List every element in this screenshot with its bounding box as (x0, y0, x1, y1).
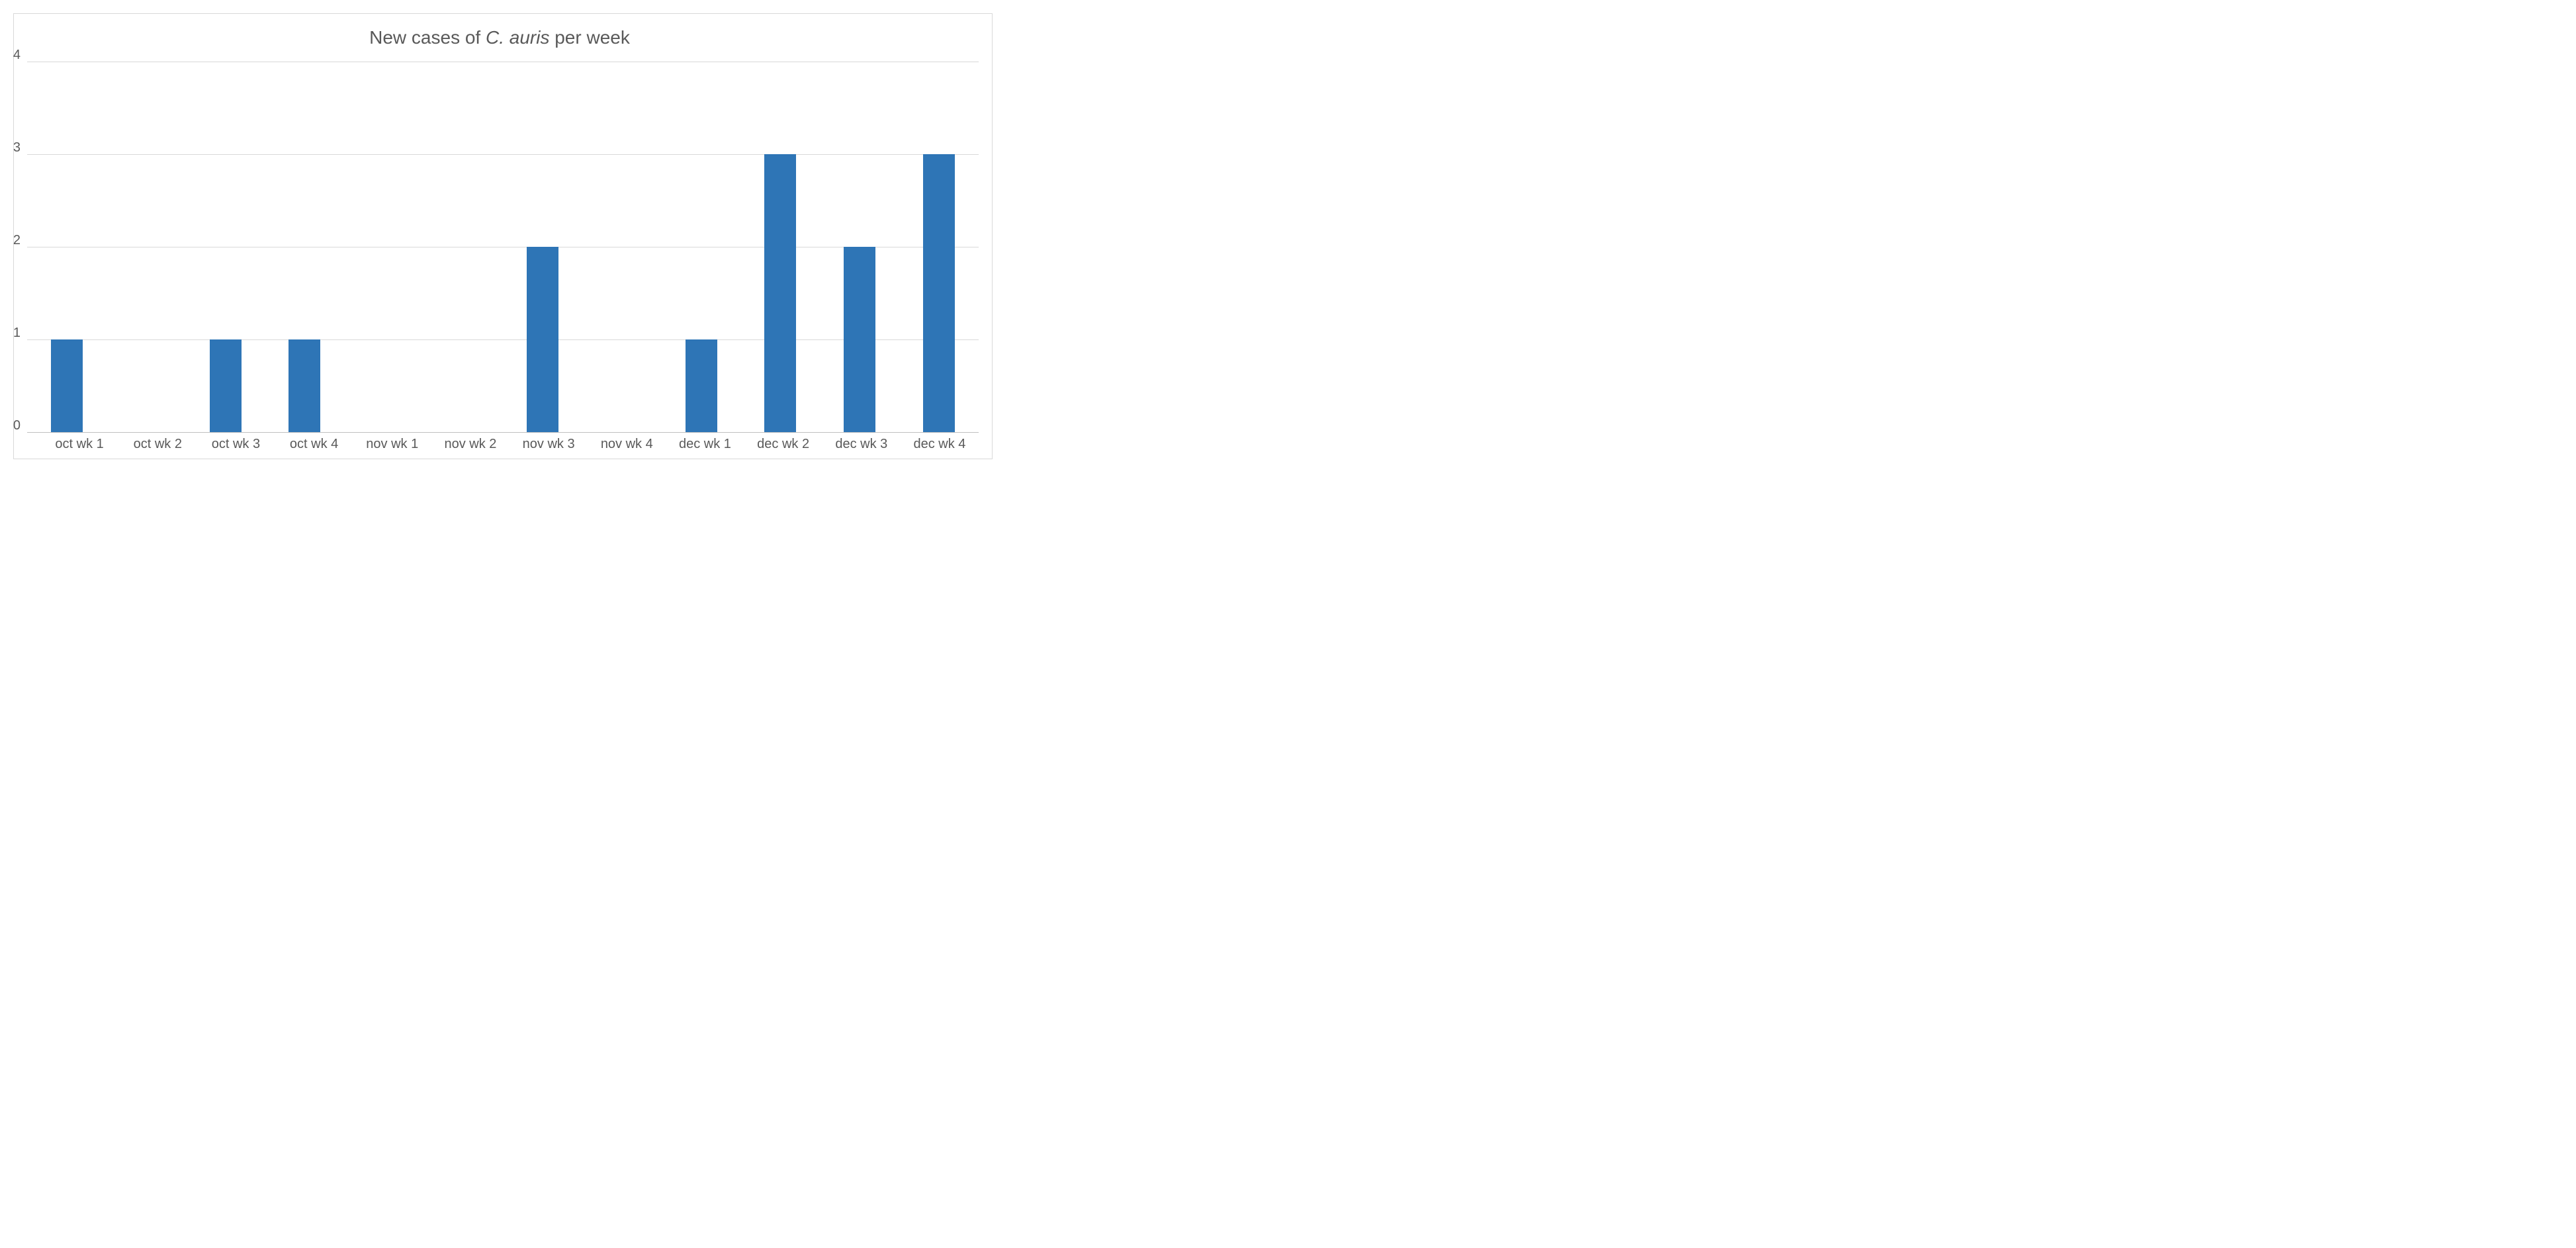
title-prefix: New cases of (369, 27, 486, 48)
bar-slot (265, 62, 344, 432)
plot-wrapper: 43210 (21, 62, 979, 433)
x-tick-label: oct wk 1 (40, 437, 118, 452)
x-tick-label: dec wk 2 (744, 437, 822, 452)
chart-title: New cases of C. auris per week (21, 27, 979, 48)
bars-layer (27, 62, 979, 432)
bar-slot (423, 62, 503, 432)
title-suffix: per week (549, 27, 629, 48)
bar (527, 247, 558, 432)
x-tick-label: nov wk 4 (588, 437, 666, 452)
bar (210, 339, 242, 432)
x-tick-label: oct wk 4 (275, 437, 353, 452)
bar-slot (107, 62, 186, 432)
y-axis: 43210 (21, 62, 27, 432)
x-tick-label: oct wk 2 (118, 437, 197, 452)
x-tick-label: dec wk 3 (822, 437, 901, 452)
x-tick-label: dec wk 1 (666, 437, 744, 452)
x-tick-label: nov wk 3 (510, 437, 588, 452)
bar (686, 339, 717, 432)
plot-area (27, 62, 979, 433)
title-italic: C. auris (486, 27, 549, 48)
x-tick-label: nov wk 2 (431, 437, 510, 452)
bar-slot (899, 62, 979, 432)
bar-slot (503, 62, 582, 432)
bar-slot (344, 62, 423, 432)
bar-slot (740, 62, 820, 432)
bar-slot (662, 62, 741, 432)
bar (844, 247, 875, 432)
chart-container: New cases of C. auris per week 43210 oct… (13, 13, 993, 459)
bar (923, 154, 955, 432)
x-tick-label: nov wk 1 (353, 437, 431, 452)
bar (289, 339, 320, 432)
x-tick-label: dec wk 4 (901, 437, 979, 452)
bar-slot (820, 62, 899, 432)
bar-slot (582, 62, 662, 432)
bar-slot (186, 62, 265, 432)
bar-slot (27, 62, 107, 432)
bar (51, 339, 83, 432)
bar (764, 154, 796, 432)
x-axis: oct wk 1oct wk 2oct wk 3oct wk 4nov wk 1… (40, 437, 979, 452)
x-tick-label: oct wk 3 (197, 437, 275, 452)
